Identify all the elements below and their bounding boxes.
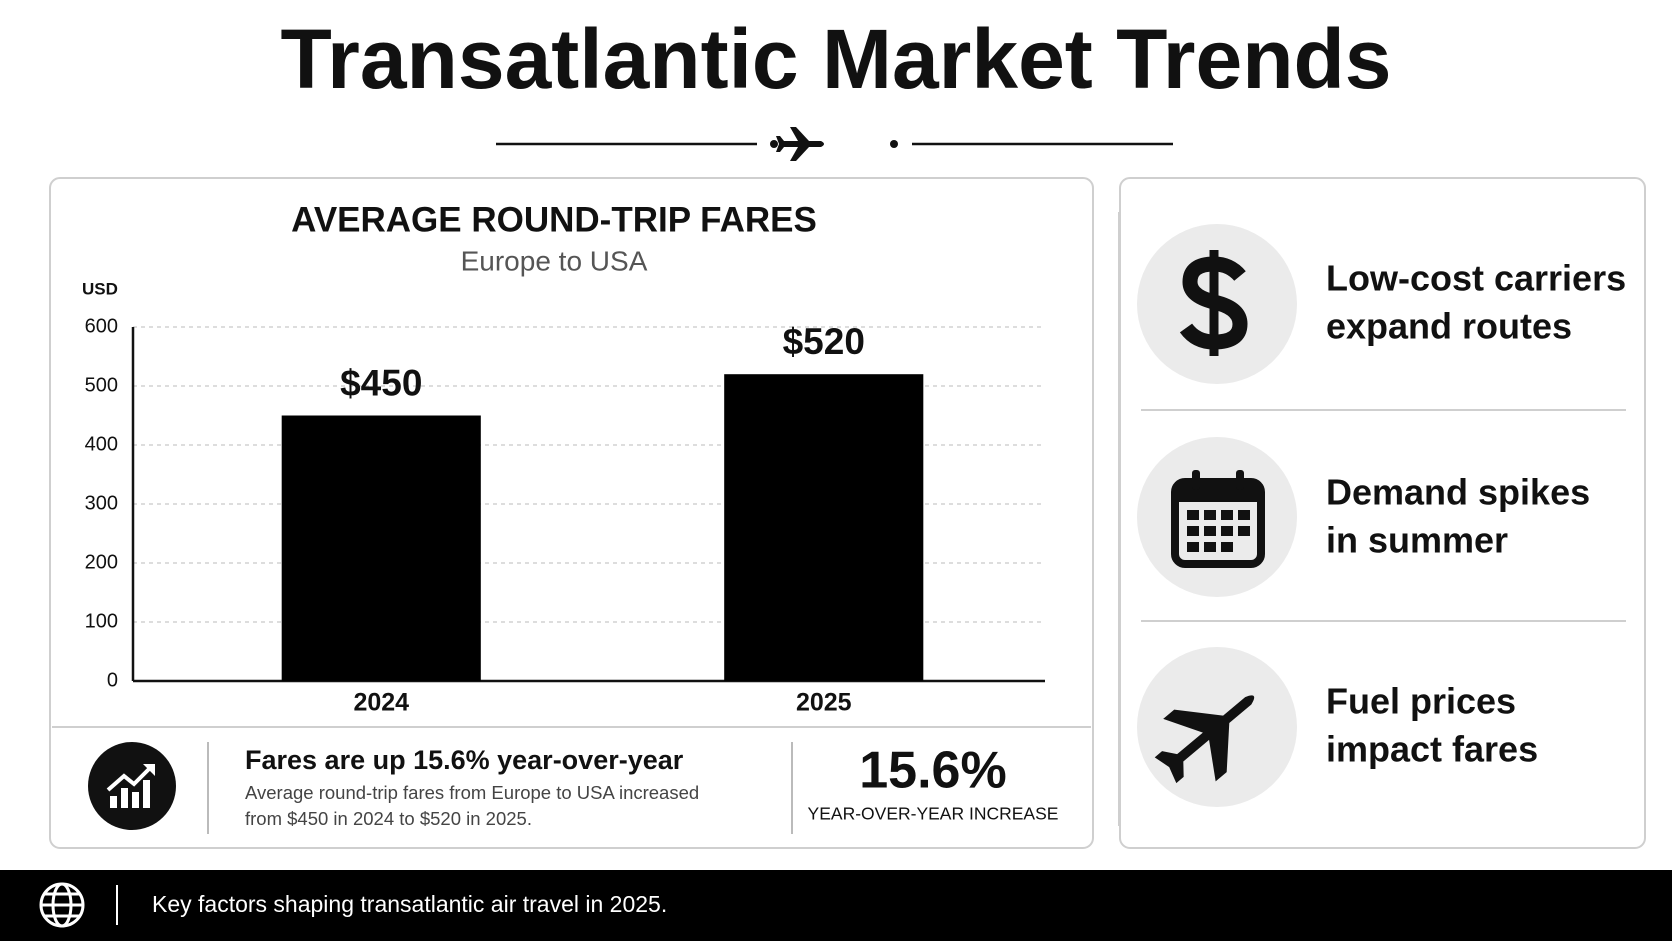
- chart-title: AVERAGE ROUND-TRIP FARES: [291, 200, 817, 239]
- bar: [724, 374, 924, 681]
- y-axis-label: USD: [82, 279, 118, 298]
- title-divider: [496, 127, 1173, 161]
- globe-icon: [39, 882, 85, 928]
- y-tick-label: 500: [85, 374, 118, 396]
- footer-text: Key factors shaping transatlantic air tr…: [152, 891, 667, 917]
- bar: [281, 415, 481, 681]
- factor-text: Fuel prices: [1326, 681, 1516, 722]
- y-tick-label: 300: [85, 492, 118, 514]
- summary-text: from $450 in 2024 to $520 in 2025.: [245, 808, 532, 829]
- y-tick-label: 100: [85, 610, 118, 632]
- factor-icons: [1137, 224, 1297, 807]
- footer-bar: [0, 870, 1672, 941]
- stat-value: 15.6%: [859, 742, 1006, 800]
- trend-icon: [88, 742, 176, 830]
- value-label: $450: [340, 362, 422, 403]
- chart-subtitle: Europe to USA: [461, 245, 648, 276]
- factor-text: Demand spikes: [1326, 472, 1590, 513]
- factor-text: in summer: [1326, 520, 1508, 561]
- stat-label: YEAR-OVER-YEAR INCREASE: [808, 804, 1059, 824]
- factor-text: Low-cost carriers: [1326, 258, 1626, 299]
- y-tick-label: 600: [85, 315, 118, 337]
- page-title: Transatlantic Market Trends: [280, 12, 1391, 106]
- y-tick-label: 400: [85, 433, 118, 455]
- plot: 0 100 200 300 400 500 600 2024 $450 2025 $520: [85, 315, 1045, 717]
- summary-text: Average round-trip fares from Europe to …: [245, 782, 699, 803]
- y-tick-label: 0: [107, 669, 118, 691]
- x-tick-label: 2024: [353, 689, 409, 717]
- x-tick-label: 2025: [796, 689, 852, 717]
- value-label: $520: [783, 321, 865, 362]
- factor-text: expand routes: [1326, 306, 1572, 347]
- y-tick-label: 200: [85, 551, 118, 573]
- summary-heading: Fares are up 15.6% year-over-year: [245, 745, 684, 775]
- factor-text: impact fares: [1326, 729, 1538, 770]
